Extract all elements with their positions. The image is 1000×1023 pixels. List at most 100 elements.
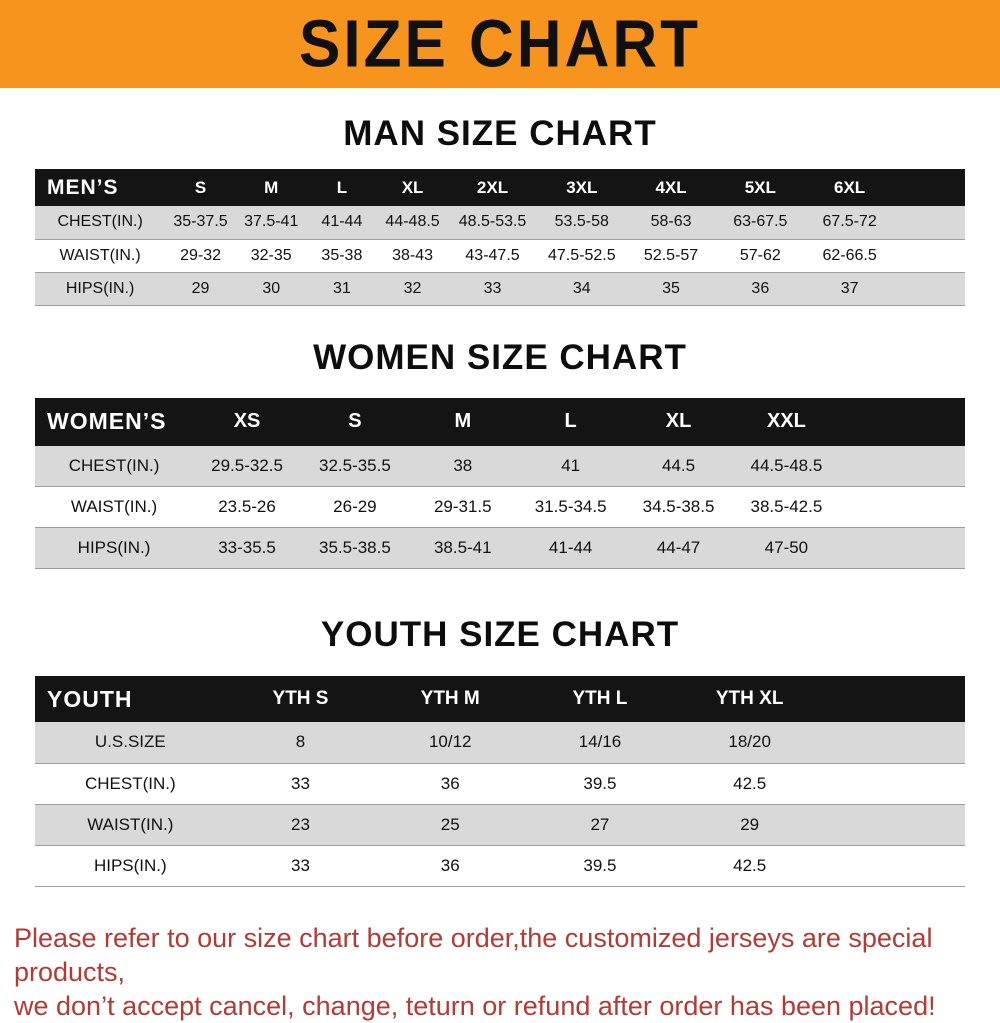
value-cell: 35-37.5 — [173, 213, 228, 231]
measurement-label-cell: HIPS(IN.) — [65, 279, 135, 297]
size-header-cell: 2XL — [476, 177, 509, 197]
value-cell: 25 — [440, 814, 460, 834]
spacer-cell — [825, 804, 965, 845]
value-cell: 36 — [440, 855, 460, 875]
women-section-heading: WOMEN SIZE CHART — [313, 337, 687, 377]
value-cell: 58-63 — [650, 213, 692, 231]
spacer-cell — [894, 272, 965, 305]
value-cell: 29 — [191, 279, 210, 297]
value-cell: 33-35.5 — [218, 538, 276, 557]
measurement-label-cell: U.S.SIZE — [94, 732, 166, 752]
value-cell: 29 — [740, 814, 760, 834]
size-header-cell: 3XL — [566, 177, 598, 197]
spacer-cell — [840, 398, 965, 446]
table-row: WAIST(IN.) 23 25 27 29 — [35, 804, 965, 845]
size-header-cell: L — [336, 177, 348, 197]
value-cell: 44-48.5 — [385, 213, 440, 231]
value-cell: 8 — [295, 732, 306, 752]
spacer-cell — [840, 528, 965, 569]
table-row: HIPS(IN.) 33-35.5 35.5-38.5 38.5-41 41-44 44-… — [35, 527, 965, 569]
value-cell: 32-35 — [250, 246, 292, 264]
table-row: CHEST(IN.) 35-37.5 37.5-41 41-44 44-48.5 48.5… — [35, 206, 965, 239]
value-cell: 31 — [332, 279, 351, 297]
value-cell: 53.5-58 — [554, 213, 609, 231]
value-cell: 43-47.5 — [465, 246, 520, 264]
measurement-label-cell: WAIST(IN.) — [70, 497, 158, 516]
size-header-cell: 6XL — [833, 177, 866, 197]
disclaimer-line-2: we don’t accept cancel, change, teturn o… — [14, 990, 936, 1021]
man-section-heading: MAN SIZE CHART — [343, 114, 657, 153]
value-cell: 32 — [403, 279, 422, 297]
value-cell: 39.5 — [583, 773, 617, 793]
value-cell: 44.5 — [661, 455, 696, 475]
table-header-row: MEN’S S M L XL 2XL 3XL 4XL 5XL 6XL — [35, 169, 965, 206]
value-cell: 37.5-41 — [244, 213, 299, 231]
value-cell: 32.5-35.5 — [318, 455, 391, 475]
table-row: CHEST(IN.) 29.5-32.5 32.5-35.5 38 41 44.5 44.5… — [35, 445, 965, 487]
youth-section-heading: YOUTH SIZE CHART — [320, 615, 680, 654]
disclaimer-text: Please refer to our size chart before or… — [14, 921, 986, 1023]
spacer-cell — [825, 676, 965, 722]
value-cell: 62-66.5 — [822, 246, 877, 264]
women-size-table: WOMEN’S XS S M L XL XXL CHEST(IN.) 29.5-32.5 32.5… — [35, 397, 965, 570]
value-cell: 35 — [662, 279, 680, 297]
value-cell: 63-67.5 — [733, 213, 788, 231]
measurement-label-cell: CHEST(IN.) — [57, 213, 143, 231]
measurement-label-cell: HIPS(IN.) — [93, 855, 167, 875]
value-cell: 18/20 — [728, 732, 771, 752]
value-cell: 36 — [440, 773, 460, 793]
spacer-cell — [825, 722, 965, 763]
measurement-label-cell: CHEST(IN.) — [84, 773, 176, 793]
value-cell: 48.5-53.5 — [458, 213, 527, 231]
value-cell: 33 — [291, 855, 310, 875]
size-header-cell: S — [348, 410, 362, 432]
table-row: WAIST(IN.) 23.5-26 26-29 29-31.5 31.5-34.5 34… — [35, 486, 965, 528]
spacer-cell — [894, 239, 965, 272]
value-cell: 41-44 — [321, 213, 363, 231]
table-header-row: WOMEN’S XS S M L XL XXL — [35, 397, 965, 446]
table-title-cell: MEN’S — [47, 175, 119, 199]
value-cell: 34 — [572, 279, 591, 297]
measurement-label-cell: WAIST(IN.) — [59, 246, 141, 264]
value-cell: 47-50 — [764, 538, 809, 557]
table-row: U.S.SIZE 8 10/12 14/16 18/20 — [35, 722, 965, 763]
value-cell: 23 — [291, 814, 310, 834]
value-cell: 33 — [291, 773, 310, 793]
value-cell: 47.5-52.5 — [547, 246, 616, 264]
value-cell: 67.5-72 — [822, 213, 877, 231]
measurement-label-cell: WAIST(IN.) — [87, 814, 174, 834]
value-cell: 33 — [483, 279, 502, 297]
value-cell: 52.5-57 — [643, 246, 699, 264]
size-header-cell: L — [564, 410, 577, 432]
size-header-cell: XS — [233, 410, 261, 432]
value-cell: 38.5-41 — [433, 538, 492, 557]
table-title-cell: YOUTH — [47, 685, 133, 712]
size-chart-banner: SIZE CHART — [0, 0, 1000, 88]
size-header-cell: XL — [401, 177, 424, 197]
value-cell: 27 — [590, 814, 610, 834]
spacer-cell — [840, 487, 965, 528]
value-cell: 14/16 — [578, 732, 622, 752]
value-cell: 29-31.5 — [433, 497, 492, 516]
table-title-cell: WOMEN’S — [47, 408, 167, 434]
spacer-cell — [894, 206, 965, 239]
value-cell: 42.5 — [733, 773, 767, 793]
value-cell: 31.5-34.5 — [534, 497, 607, 516]
spacer-cell — [825, 763, 965, 804]
value-cell: 30 — [262, 279, 281, 297]
size-header-cell: YTH S — [272, 688, 329, 709]
size-header-cell: M — [264, 177, 279, 197]
value-cell: 41 — [561, 455, 581, 475]
size-header-cell: XXL — [766, 410, 806, 432]
disclaimer-line-1: Please refer to our size chart before or… — [14, 922, 933, 987]
table-row: HIPS(IN.) 33 36 39.5 42.5 — [35, 845, 965, 886]
table-row: HIPS(IN.) 29 30 31 32 33 34 35 36 37 — [35, 272, 965, 305]
value-cell: 26-29 — [333, 497, 377, 516]
value-cell: 42.5 — [733, 855, 767, 875]
spacer-cell — [894, 169, 965, 206]
size-header-cell: YTH M — [420, 688, 480, 709]
value-cell: 44-47 — [656, 538, 701, 557]
men-size-table: MEN’S S M L XL 2XL 3XL 4XL 5XL 6XL CHEST(IN.) 35-37… — [35, 169, 965, 306]
value-cell: 39.5 — [583, 855, 617, 875]
size-header-cell: M — [454, 410, 472, 432]
